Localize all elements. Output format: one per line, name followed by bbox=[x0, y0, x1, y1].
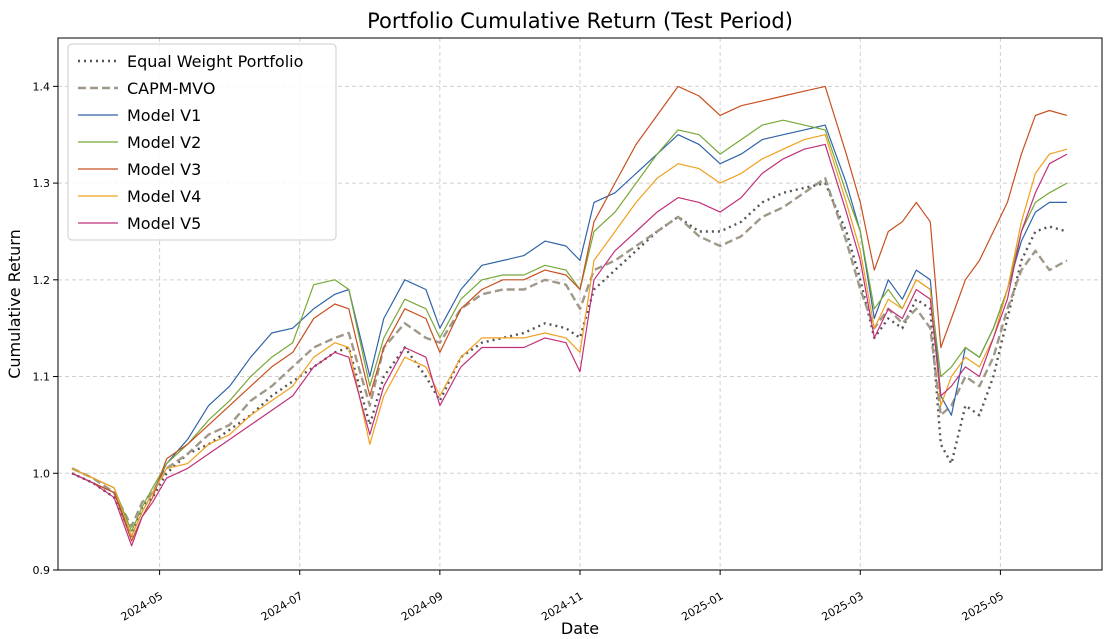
y-tick-label: 1.1 bbox=[33, 371, 51, 384]
series-line-5 bbox=[71, 85, 1068, 542]
legend-label: Model V1 bbox=[127, 106, 201, 125]
legend-label: CAPM-MVO bbox=[127, 79, 215, 98]
y-tick-label: 1.0 bbox=[33, 467, 51, 480]
y-tick-label: 1.3 bbox=[33, 177, 51, 190]
y-tick-label: 1.2 bbox=[33, 274, 51, 287]
y-tick-label: 0.9 bbox=[33, 564, 51, 577]
series-line-7 bbox=[71, 143, 1068, 547]
legend-label: Model V3 bbox=[127, 160, 201, 179]
series-lines bbox=[71, 85, 1068, 547]
series-line-4 bbox=[71, 119, 1068, 532]
chart-title: Portfolio Cumulative Return (Test Period… bbox=[367, 9, 793, 33]
legend-label: Model V4 bbox=[127, 187, 201, 206]
legend: Equal Weight Portfolio CAPM-MVO Model V1 Mo… bbox=[67, 43, 337, 241]
y-axis-label: Cumulative Return bbox=[5, 229, 24, 379]
legend-box bbox=[67, 43, 337, 241]
legend-label: Model V5 bbox=[127, 214, 201, 233]
series-line-3 bbox=[71, 124, 1067, 537]
legend-label: Equal Weight Portfolio bbox=[127, 52, 303, 71]
y-tick-label: 1.4 bbox=[33, 80, 51, 93]
y-axis-ticks: 0.9 1.0 1.1 1.2 1.3 1.4 bbox=[33, 80, 58, 577]
legend-label: Model V2 bbox=[127, 133, 201, 152]
x-axis-label: Date bbox=[561, 619, 599, 638]
series-line-1 bbox=[71, 181, 1068, 538]
series-line-2 bbox=[71, 177, 1068, 528]
